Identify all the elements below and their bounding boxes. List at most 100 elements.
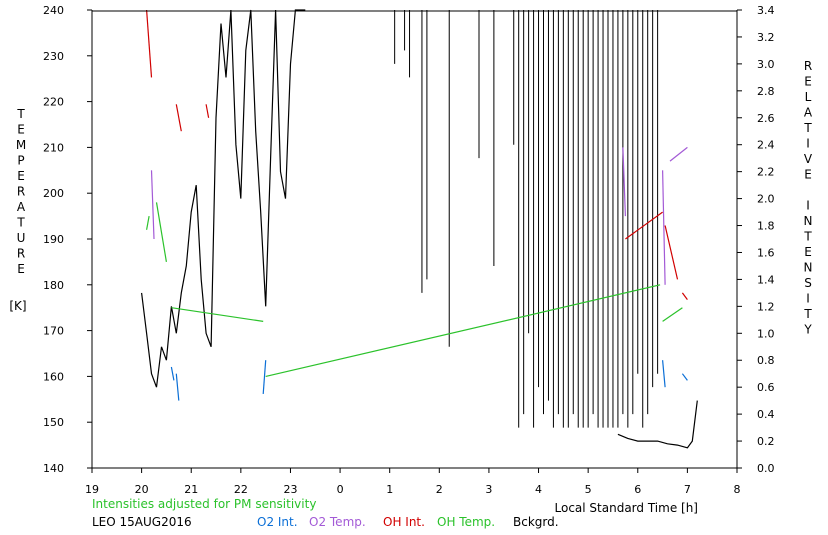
y-left-tick-label: 180 <box>43 279 64 292</box>
y-left-label-char: T <box>16 107 25 121</box>
legend-entry: Bckgrd. <box>513 515 559 529</box>
series-segment-oh-temp <box>155 202 167 262</box>
legend-entry: OH Int. <box>383 515 425 529</box>
x-tick-label: 2 <box>436 483 443 496</box>
y-left-axis-unit: [K] <box>9 299 26 313</box>
y-right-label-char: R <box>804 59 812 73</box>
y-right-tick-label: 0.2 <box>757 435 775 448</box>
y-left-tick-label: 210 <box>43 141 64 154</box>
x-tick-label: 6 <box>634 483 641 496</box>
y-right-label-char: T <box>803 307 812 321</box>
series-segment-oh-temp <box>265 284 661 377</box>
series-segment-o2-temp <box>150 170 155 240</box>
y-right-tick-label: 1.2 <box>757 300 775 313</box>
y-left-tick-label: 190 <box>43 233 64 246</box>
legend-entry: O2 Int. <box>257 515 298 529</box>
series-segment-oh-int <box>175 104 182 132</box>
y-left-tick-label: 140 <box>43 462 64 475</box>
y-right-tick-label: 3.4 <box>757 4 775 17</box>
x-tick-label: 1 <box>386 483 393 496</box>
series-segment-o2-temp <box>662 170 666 285</box>
y-right-tick-label: 1.0 <box>757 327 775 340</box>
series-layer <box>141 9 698 449</box>
x-tick-label: 3 <box>485 483 492 496</box>
y-left-label-char: E <box>17 169 25 183</box>
y-left-tick-label: 230 <box>43 50 64 63</box>
y-left-label-char: P <box>17 154 24 168</box>
series-segment-o2-int <box>175 373 180 401</box>
x-tick-label: 23 <box>283 483 297 496</box>
series-segment-oh-temp <box>146 215 150 230</box>
x-tick-label: 22 <box>234 483 248 496</box>
y-right-label-char: E <box>804 75 812 89</box>
x-axis-label: Local Standard Time [h] <box>555 501 698 515</box>
y-right-label-char: N <box>804 214 813 228</box>
series-segment-o2-temp <box>669 146 688 162</box>
x-tick-label: 5 <box>585 483 592 496</box>
y-right-label-char: V <box>804 152 813 166</box>
x-tick-label: 0 <box>337 483 344 496</box>
series-line-bckgrd <box>141 9 306 388</box>
series-segment-oh-int <box>146 9 153 78</box>
series-segment-o2-int <box>681 373 688 381</box>
y-right-label-char: T <box>803 121 812 135</box>
y-right-label-char: N <box>804 261 813 275</box>
series-segment-o2-int <box>262 360 267 394</box>
legend: O2 Int. O2 Temp. OH Int. OH Temp. Bckgrd. <box>257 515 559 529</box>
y-right-label-char: I <box>806 292 810 306</box>
y-right-tick-label: 2.6 <box>757 112 775 125</box>
y-right-label-char: A <box>804 106 813 120</box>
sensitivity-note: Intensities adjusted for PM sensitivity <box>92 497 316 511</box>
y-left-label-char: U <box>17 231 26 245</box>
y-right-tick-label: 3.0 <box>757 58 775 71</box>
y-left-label-char: E <box>17 262 25 276</box>
series-segment-oh-temp <box>662 307 683 322</box>
y-left-label-char: R <box>17 185 25 199</box>
y-right-tick-label: 1.6 <box>757 246 775 259</box>
series-segment-oh-int <box>681 292 688 300</box>
y-left-label-char: T <box>16 216 25 230</box>
y-right-tick-label: 1.4 <box>757 273 775 286</box>
legend-entry: O2 Temp. <box>309 515 366 529</box>
y-right-label-char: T <box>803 230 812 244</box>
y-left-tick-label: 160 <box>43 370 64 383</box>
y-right-label-char: I <box>806 137 810 151</box>
x-tick-label: 4 <box>535 483 542 496</box>
series-line-bckgrd <box>617 400 698 449</box>
y-right-label-char: I <box>806 199 810 213</box>
y-left-tick-label: 220 <box>43 96 64 109</box>
x-tick-label: 8 <box>734 483 741 496</box>
series-segment-oh-int <box>664 225 679 280</box>
y-right-tick-label: 0.0 <box>757 462 775 475</box>
y-right-label-char: Y <box>803 323 812 337</box>
y-right-label-char: S <box>804 276 812 290</box>
x-tick-label: 19 <box>85 483 99 496</box>
y-right-tick-label: 2.2 <box>757 166 775 179</box>
y-left-axis-ticks: 240 230 220 210 200 190 180 170 160 150 140 <box>43 4 92 475</box>
station-date-label: LEO 15AUG2016 <box>92 515 192 529</box>
y-right-tick-label: 3.2 <box>757 31 775 44</box>
y-left-label-char: R <box>17 247 25 261</box>
y-right-axis-ticks: 3.4 3.2 3.0 2.8 2.6 2.4 2.2 2.0 1.8 1.6 1.4 1.2 1.0 0… <box>737 4 775 475</box>
y-right-tick-label: 0.4 <box>757 408 775 421</box>
x-axis-ticks: 19 20 21 22 23 0 1 2 3 4 5 6 7 8 <box>85 468 741 496</box>
x-tick-label: 7 <box>684 483 691 496</box>
y-right-tick-label: 2.0 <box>757 193 775 206</box>
series-segment-oh-int <box>205 104 210 118</box>
series-segment-oh-int <box>625 211 663 240</box>
y-right-tick-label: 2.8 <box>757 85 775 98</box>
y-left-tick-label: 150 <box>43 416 64 429</box>
series-segment-o2-int <box>662 360 666 388</box>
y-right-label-char: L <box>805 90 812 104</box>
series-segment-o2-int <box>170 366 175 381</box>
series-segment-oh-temp <box>171 307 264 322</box>
y-right-label-char: E <box>804 245 812 259</box>
y-left-tick-label: 240 <box>43 4 64 17</box>
y-left-label-char: M <box>16 138 26 152</box>
legend-entry: OH Temp. <box>437 515 495 529</box>
y-right-label-char: E <box>804 168 812 182</box>
series-segment-o2-temp <box>622 147 626 217</box>
x-tick-label: 21 <box>184 483 198 496</box>
y-left-label-char: A <box>17 200 26 214</box>
